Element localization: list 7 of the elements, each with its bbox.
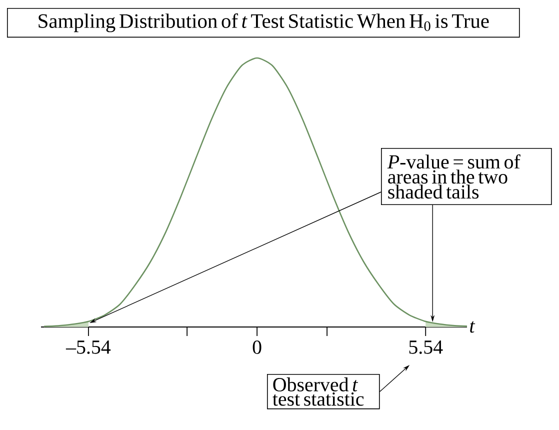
x-axis-title: t <box>470 321 476 333</box>
x-tick-label: –5.54 <box>66 340 111 354</box>
x-tick-label: 5.54 <box>409 340 443 354</box>
annotation: P-value = sum of areas in the two shaded tails <box>387 154 520 199</box>
text: Observed t test statistic <box>272 377 364 406</box>
x-tick-label: 0 <box>252 340 262 354</box>
chart-title: Sampling Distribution of t Test Statistic When H$_{0}$ is True <box>38 13 489 32</box>
